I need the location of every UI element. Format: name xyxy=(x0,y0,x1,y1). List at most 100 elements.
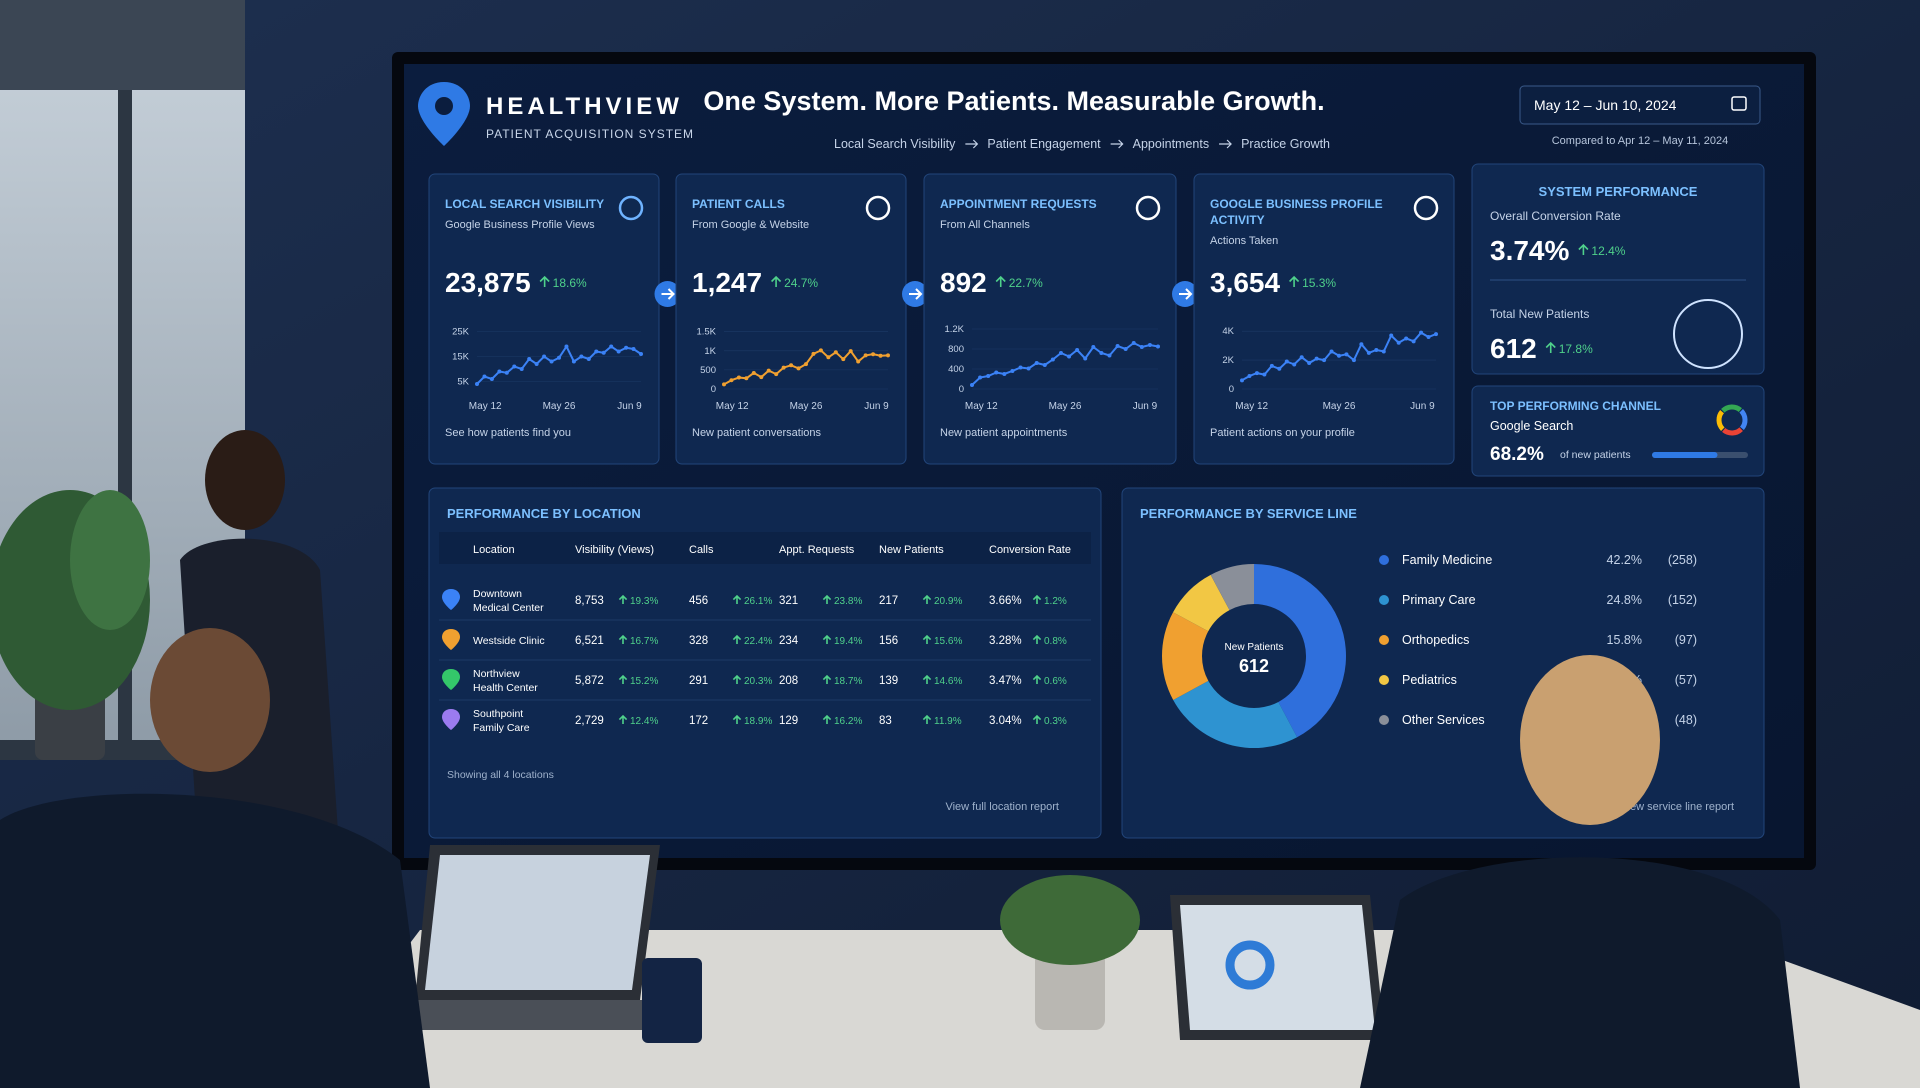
date-box[interactable] xyxy=(1519,85,1761,125)
cell-value: 8,753 xyxy=(575,595,604,607)
sparkline-point xyxy=(1018,365,1023,370)
card xyxy=(923,173,1177,465)
x-tick-label: May 12 xyxy=(469,401,502,412)
cell-value: 234 xyxy=(779,635,799,647)
cell-change: 16.2% xyxy=(834,716,862,727)
sparkline-point xyxy=(497,369,502,374)
sparkline-point xyxy=(519,367,524,371)
plant xyxy=(0,490,150,760)
sparkline-point xyxy=(1083,356,1088,361)
sparkline-point xyxy=(527,357,532,361)
sparkline-point xyxy=(601,350,606,355)
cell-change: 15.2% xyxy=(630,676,658,687)
cell-value: 328 xyxy=(689,635,708,647)
location-name: Family Care xyxy=(473,722,530,734)
sparkline-point xyxy=(1344,352,1349,357)
footnote: Showing all 4 locations xyxy=(447,769,554,781)
sparkline-point xyxy=(863,353,868,358)
cell-value: 2,729 xyxy=(575,715,604,727)
calendar-icon[interactable] xyxy=(1731,96,1747,111)
cell-value: 5,872 xyxy=(575,675,604,687)
legend-dot xyxy=(1379,715,1389,725)
location-pin xyxy=(442,709,460,730)
panel-bg xyxy=(428,487,1102,839)
metric-change: 17.8% xyxy=(1559,342,1593,356)
legend-count: (57) xyxy=(1675,673,1697,687)
date-range[interactable]: May 12 – Jun 10, 2024 xyxy=(1534,97,1677,113)
donut-label: New Patients xyxy=(1225,642,1284,653)
y-tick-label: 1K xyxy=(704,346,716,357)
kpi-card: APPOINTMENT REQUESTS From All Channels 892… xyxy=(923,173,1177,465)
sparkline-point xyxy=(594,349,599,354)
sparkline-point xyxy=(475,382,479,386)
sparkline-point xyxy=(804,362,808,367)
sparkline-point xyxy=(1254,371,1259,376)
card-footer: Patient actions on your profile xyxy=(1210,427,1355,439)
x-tick-label: May 12 xyxy=(965,401,998,412)
panel-title: SYSTEM PERFORMANCE xyxy=(1539,184,1698,199)
location-pin xyxy=(442,629,460,650)
steps: Local Search Visibility Patient Engagemen… xyxy=(834,137,1330,151)
location-name: Medical Center xyxy=(473,602,544,614)
sparkline-point xyxy=(1075,348,1080,352)
location-name: Health Center xyxy=(473,682,538,694)
sparkline-point xyxy=(564,344,569,349)
sparkline-point xyxy=(1426,335,1431,339)
cell-value: 129 xyxy=(779,715,798,727)
up-arrow xyxy=(771,275,782,287)
y-tick-label: 500 xyxy=(700,365,716,376)
date-picker[interactable]: May 12 – Jun 10, 2024 Compared to Apr 12… xyxy=(1519,85,1761,147)
x-tick-label: May 12 xyxy=(1235,401,1268,412)
sparkline-point xyxy=(818,348,823,353)
sparkline-point xyxy=(1322,358,1327,363)
cell-value: 217 xyxy=(879,595,898,607)
kpi-value: 1,247 xyxy=(692,267,762,298)
sparkline-point xyxy=(736,375,741,380)
card-subtitle: Actions Taken xyxy=(1210,235,1278,247)
cell-change: 19.4% xyxy=(834,636,862,647)
card xyxy=(675,173,907,465)
kpi-card: GOOGLE BUSINESS PROFILE ACTIVITY Actions T… xyxy=(1193,173,1455,465)
sparkline-point xyxy=(781,365,786,370)
channel-name: Google Search xyxy=(1490,419,1573,433)
panel: SYSTEM PERFORMANCE Overall Conversion Rat… xyxy=(1471,163,1765,375)
sparkline-point xyxy=(1396,340,1401,345)
panel-bg xyxy=(1121,487,1765,839)
up-arrow xyxy=(822,634,832,644)
channel-share: 68.2% xyxy=(1490,444,1544,465)
legend-name: Pediatrics xyxy=(1402,673,1457,687)
report-link[interactable]: View service line report xyxy=(1620,801,1734,813)
cell-value: 6,521 xyxy=(575,635,604,647)
location-name: Westside Clinic xyxy=(473,635,545,647)
column-header: New Patients xyxy=(879,544,944,556)
channel-caption: of new patients xyxy=(1560,449,1631,461)
card-title: ACTIVITY xyxy=(1210,213,1265,227)
panel-title: PERFORMANCE BY LOCATION xyxy=(447,506,641,521)
cell-value: 208 xyxy=(779,675,798,687)
laptop-right xyxy=(1170,895,1385,1040)
sparkline-point xyxy=(639,352,643,356)
kpi-value: 892 xyxy=(940,267,987,298)
panel: PERFORMANCE BY SERVICE LINE Family Medici… xyxy=(1121,487,1765,839)
card-footer: See how patients find you xyxy=(445,427,571,439)
step: Appointments xyxy=(1133,137,1209,151)
column-header: Calls xyxy=(689,544,714,556)
location-pin xyxy=(442,669,460,690)
service-line: PERFORMANCE BY SERVICE LINE Family Medici… xyxy=(1121,487,1765,839)
x-tick-label: Jun 9 xyxy=(1410,401,1435,412)
patients-icon xyxy=(1673,299,1743,369)
mug xyxy=(642,958,702,1043)
up-arrow xyxy=(1032,714,1042,724)
viewer-left xyxy=(0,628,430,1088)
legend-count: (258) xyxy=(1668,553,1697,567)
sparkline-point xyxy=(774,372,779,377)
kpi-value: 23,875 xyxy=(445,267,531,298)
donut-segment xyxy=(1254,564,1346,738)
step: Patient Engagement xyxy=(987,137,1101,151)
report-link[interactable]: View full location report xyxy=(945,801,1059,813)
sparkline-point xyxy=(811,351,816,356)
card-icon xyxy=(1135,195,1161,221)
sparkline-point xyxy=(1351,358,1356,363)
sparkline-point xyxy=(586,357,591,361)
